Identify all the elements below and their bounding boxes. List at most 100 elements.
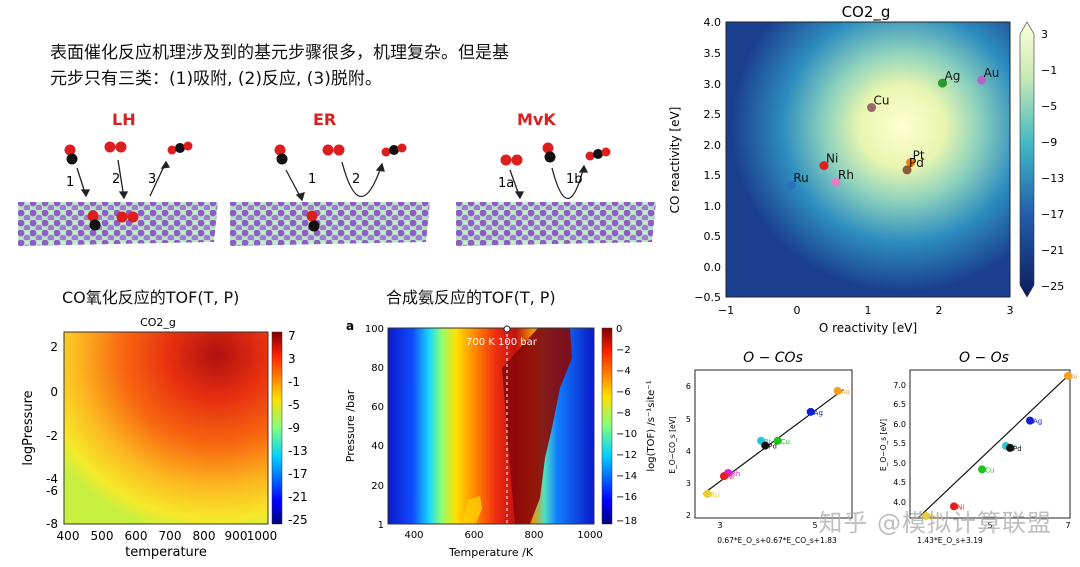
nh3-ytick-label: 60 [371,402,384,413]
scaling-o-co-ytick: 2 [686,511,691,520]
nh3-cbar-tick: −18 [616,516,637,527]
scaling-o-co-point-cu [773,436,782,445]
er-step-1-label: 1 [308,172,316,187]
scaling-o-o-xtick: 7 [1065,521,1070,530]
o-adsorbed [306,210,320,232]
nh3-cbar-tick: −8 [616,408,631,419]
scaling-o-o-xtick: 5 [987,521,992,530]
lh-step-2-label: 2 [112,172,120,187]
scaling-o-o-point-ni [950,502,958,511]
co-tof-plot-area [64,332,268,524]
scaling-o-o-point-label-ni: Ni [957,503,964,511]
volcano-colorbar [1019,21,1035,298]
lh-mechanism-diagram: 1 2 3 [18,141,218,246]
scaling-o-co-xtick: 5 [812,521,817,530]
volcano-ytick: −0.5 [694,291,721,304]
co-tof-title: CO2_g [140,316,176,329]
co-cbar-tick: 7 [288,329,296,343]
scaling-o-o-point-label-ag: Ag [1033,418,1042,426]
co-xtick-label: 900 [225,529,248,543]
volcano-point-label-cu: Cu [874,94,890,108]
nh3-xlabel: Temperature /K [448,546,534,559]
volcano-xtick: 0 [794,304,801,317]
co-cbar-tick: 3 [288,352,296,366]
nh3-cbar-tick: −16 [616,492,637,503]
scaling-o-o-point-pd [1006,443,1014,452]
scaling-o-co-point-ru [703,489,712,498]
volcano-ytick: 0.5 [704,230,722,243]
scaling-o-o-ytick: 4.5 [893,478,906,487]
scaling-o-co-point-pd [761,441,770,450]
mvk-step-1b-label: 1b [566,172,583,187]
nh3-xtick-label: 600 [464,530,483,541]
co-tof-heading: CO氧化反应的TOF(T, P) [62,288,240,307]
nh3-ylabel: Pressure /bar [344,389,357,462]
volcano-ytick: 3.5 [704,47,722,60]
nh3-xtick-label: 800 [524,530,543,541]
scaling-o-co-point-label-ni: Ni [727,473,734,481]
volcano-point-rh [831,177,841,187]
scaling-o-co-point-label-au: Au [841,388,850,396]
o2-molecule-gas [104,141,127,153]
co-ytick-label: -4 [46,472,58,486]
scaling-o-co-point-label-cu: Cu [781,438,790,446]
volcano-xtick: 3 [1007,304,1014,317]
co-xtick-label: 500 [91,529,114,543]
nh3-cbar-tick: −12 [616,450,637,461]
co-xtick-label: 400 [57,529,80,543]
volcano-point-au [977,75,987,85]
scaling-o-o-point-label-au: Au [1071,373,1077,381]
scaling-o-co-point-ag [806,407,815,416]
scaling-o-co-title: O − COs [743,350,803,366]
volcano-point-label-ni: Ni [826,152,838,166]
volcano-point-label-au: Au [984,66,1000,80]
nh3-marker-point [503,325,511,333]
co-cbar-tick: -25 [288,513,308,527]
co-tof-heatmap: CO2_g 2 0 -2 -4 -6 -8 400 500 600 700 80… [21,316,308,560]
scaling-o-co-point-label-pd: Pd [768,443,777,451]
intro-text: 表面催化反应机理涉及到的基元步骤很多，机理复杂。但是基 元步只有三类：(1)吸附… [50,40,650,92]
nh3-annotation: 700 K 100 bar [466,337,538,348]
volcano-ytick: 2.0 [704,139,722,152]
scaling-o-o-ytick: 5.0 [893,459,906,468]
scaling-o-o-xlabel: 1.43*E_O_s+3.19 [917,536,983,545]
nh3-tof-heading: 合成氨反应的TOF(T, P) [386,288,556,307]
scaling-o-co-xlabel: 0.67*E_O_s+0.67*E_CO_s+1.83 [717,536,837,545]
co-cbar-tick: -13 [288,444,308,458]
co-cbar-tick: -5 [288,398,300,412]
mechanism-title-mvk: MvK [517,110,556,129]
co-xtick-label: 800 [193,529,216,543]
volcano-cbar-tick: −9 [1041,136,1057,149]
volcano-cbar-tick: −25 [1041,280,1064,293]
volcano-cbar-tick: −1 [1041,64,1057,77]
volcano-point-ru [786,180,796,190]
volcano-ytick: 1.0 [704,200,722,213]
mvk-mechanism-diagram: 1a 1b [456,142,656,246]
volcano-xtick: 1 [865,304,872,317]
co-ylabel: logPressure [21,390,36,465]
nh3-cbar-tick: 0 [616,324,622,335]
nh3-ytick-label: 1 [378,520,384,531]
scaling-o-co-xtick: 3 [717,521,722,530]
nh3-cbar-tick: −4 [616,366,631,377]
nh3-panel-label: a [346,319,354,333]
volcano-point-label-ru: Ru [793,171,808,185]
volcano-point-ni [819,161,829,171]
co-xtick-label: 600 [125,529,148,543]
volcano-point-label-ag: Ag [945,69,961,83]
scaling-o-co-point-label-ru: Ru [710,491,719,499]
nh3-tof-heatmap: a 700 K 100 bar 100 80 60 40 20 1 400 60… [344,319,657,559]
volcano-ytick: 4.0 [704,16,722,29]
scaling-o-o-plot-area [909,369,1071,519]
nh3-cbar-tick: −14 [616,471,637,482]
co-molecule-gas [542,142,556,163]
scaling-o-co-point-label-ag: Ag [814,409,823,417]
intro-line-1: 表面催化反应机理涉及到的基元步骤很多，机理复杂。但是基 [50,43,509,63]
volcano-point-ag [938,78,948,88]
volcano-point-label-pt: Pt [913,149,925,163]
scaling-o-co-ytick: 5 [686,415,691,424]
volcano-ytick: 2.5 [704,108,722,121]
co2-molecule-gas [167,141,193,155]
scaling-plot-o-o: O − Os AuAgPtPdCuNiRu 4.0 4.5 5.0 5.5 6.… [879,350,1077,545]
co-ytick-label: -2 [46,429,58,443]
